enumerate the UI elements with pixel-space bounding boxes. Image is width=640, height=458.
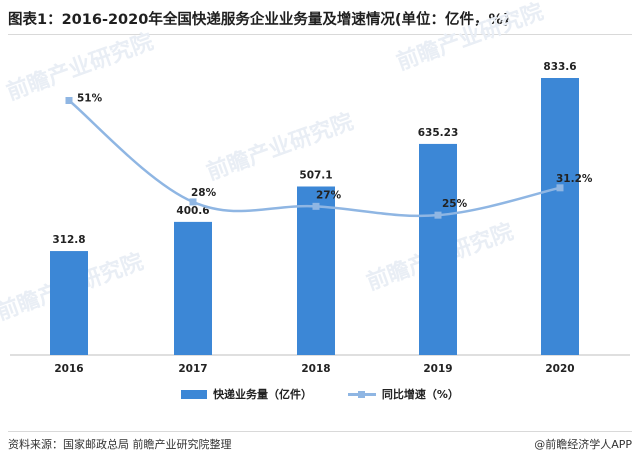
legend-line-swatch bbox=[347, 390, 376, 399]
bar-label-2019: 635.23 bbox=[418, 127, 459, 139]
brand-credit: @前瞻经济学人APP bbox=[534, 438, 632, 451]
legend-bar-swatch bbox=[181, 389, 208, 399]
footer-divider bbox=[8, 431, 632, 432]
bar-series bbox=[50, 78, 579, 355]
chart-canvas: 前瞻产业研究院前瞻产业研究院前瞻产业研究院前瞻产业研究院前瞻产业研究院 312.… bbox=[0, 0, 630, 375]
legend-item-volume: 快递业务量（亿件） bbox=[181, 386, 312, 402]
bar-2018 bbox=[297, 186, 335, 355]
bar-label-2018: 507.1 bbox=[299, 169, 332, 181]
legend: 快递业务量（亿件） 同比增速（%） bbox=[0, 386, 640, 402]
growth-point-2016 bbox=[65, 97, 73, 104]
source-note: 资料来源：国家邮政总局 前瞻产业研究院整理 bbox=[8, 438, 232, 451]
growth-label-2016: 51% bbox=[77, 93, 103, 105]
bar-2020 bbox=[541, 78, 579, 355]
x-tick-2020: 2020 bbox=[545, 363, 574, 375]
bar-label-2016: 312.8 bbox=[52, 234, 85, 246]
x-tick-2019: 2019 bbox=[423, 363, 452, 375]
x-axis-ticks: 2016 2017 2018 2019 2020 bbox=[54, 363, 574, 375]
watermark-text: 前瞻产业研究院 bbox=[393, 0, 547, 76]
title-divider bbox=[8, 34, 632, 35]
legend-item-growth: 同比增速（%） bbox=[347, 386, 459, 402]
bar-label-2017: 400.6 bbox=[176, 205, 209, 217]
growth-point-2018 bbox=[312, 202, 320, 210]
legend-label-volume: 快递业务量（亿件） bbox=[213, 388, 313, 401]
growth-label-2020: 31.2% bbox=[556, 173, 593, 185]
bar-2017 bbox=[174, 221, 212, 355]
bar-label-2020: 833.6 bbox=[543, 61, 576, 73]
watermark-text: 前瞻产业研究院 bbox=[203, 109, 357, 186]
bar-2019 bbox=[419, 143, 457, 355]
chart-title: 图表1：2016-2020年全国快递服务企业业务量及增速情况(单位：亿件，%) bbox=[8, 12, 510, 28]
x-tick-2016: 2016 bbox=[54, 363, 83, 375]
bar-2016 bbox=[50, 251, 88, 355]
bar-value-labels: 312.8 400.6 507.1 635.23 833.6 bbox=[52, 61, 576, 246]
growth-label-2018: 27% bbox=[316, 189, 342, 201]
growth-label-2017: 28% bbox=[191, 187, 217, 199]
x-tick-2018: 2018 bbox=[301, 363, 330, 375]
growth-point-2020 bbox=[556, 184, 564, 192]
growth-point-2019 bbox=[434, 211, 442, 219]
legend-label-growth: 同比增速（%） bbox=[381, 388, 459, 401]
growth-point-2017 bbox=[189, 198, 197, 206]
growth-line-series: 51% 28% 27% 25% 31.2% bbox=[65, 93, 593, 219]
x-tick-2017: 2017 bbox=[178, 363, 207, 375]
growth-label-2019: 25% bbox=[442, 198, 468, 210]
